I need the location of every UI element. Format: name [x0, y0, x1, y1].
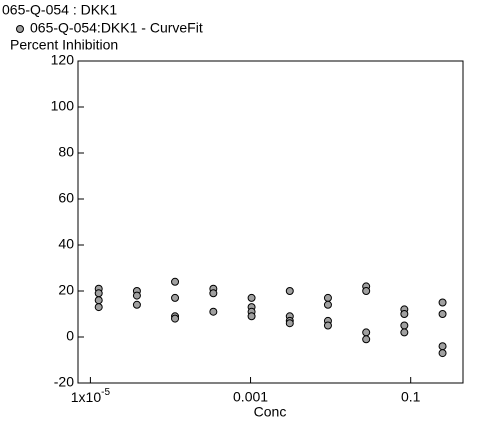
- x-tick-label-exponent: -5: [101, 387, 110, 398]
- y-tick-label: 20: [58, 282, 74, 298]
- chart-title: 065-Q-054 : DKK1: [2, 2, 117, 18]
- y-tick-label: 120: [51, 52, 75, 68]
- x-axis-label: Conc: [254, 404, 287, 420]
- y-tick-label: 100: [51, 98, 75, 114]
- point: [362, 328, 371, 337]
- point: [285, 319, 294, 328]
- point: [171, 277, 180, 286]
- legend-label: 065-Q-054:DKK1 - CurveFit: [30, 20, 203, 36]
- x-tick-label: 0.001: [233, 389, 268, 405]
- point: [362, 287, 371, 295]
- point: [94, 303, 103, 312]
- point: [247, 293, 256, 302]
- point: [323, 321, 332, 330]
- point: [438, 342, 447, 351]
- x-tick-label-base: 1x10: [71, 389, 102, 405]
- y-tick-label: 40: [58, 236, 74, 252]
- point: [94, 289, 103, 298]
- point: [132, 291, 141, 300]
- x-tick-label: 1x10-5: [71, 387, 111, 405]
- y-tick-label: 0: [66, 328, 74, 344]
- point: [438, 349, 447, 358]
- y-tick-label: 80: [58, 144, 74, 160]
- point: [94, 296, 103, 305]
- y-tick-label: -20: [54, 374, 74, 390]
- y-axis-label: Percent Inhibition: [10, 37, 118, 53]
- y-tick-label: 60: [58, 190, 74, 206]
- point: [132, 300, 141, 309]
- legend-marker: [16, 25, 24, 33]
- point: [209, 289, 218, 298]
- point: [400, 321, 409, 330]
- point: [362, 335, 371, 344]
- point: [438, 298, 447, 307]
- point: [400, 310, 409, 318]
- x-tick-label: 0.1: [401, 389, 421, 405]
- point: [209, 307, 218, 316]
- point: [323, 293, 332, 302]
- point: [438, 310, 447, 318]
- point: [400, 328, 409, 337]
- point: [285, 287, 294, 295]
- point: [323, 300, 332, 309]
- point: [171, 314, 180, 323]
- point: [171, 293, 180, 302]
- point: [247, 312, 256, 321]
- plot-frame: [77, 60, 464, 384]
